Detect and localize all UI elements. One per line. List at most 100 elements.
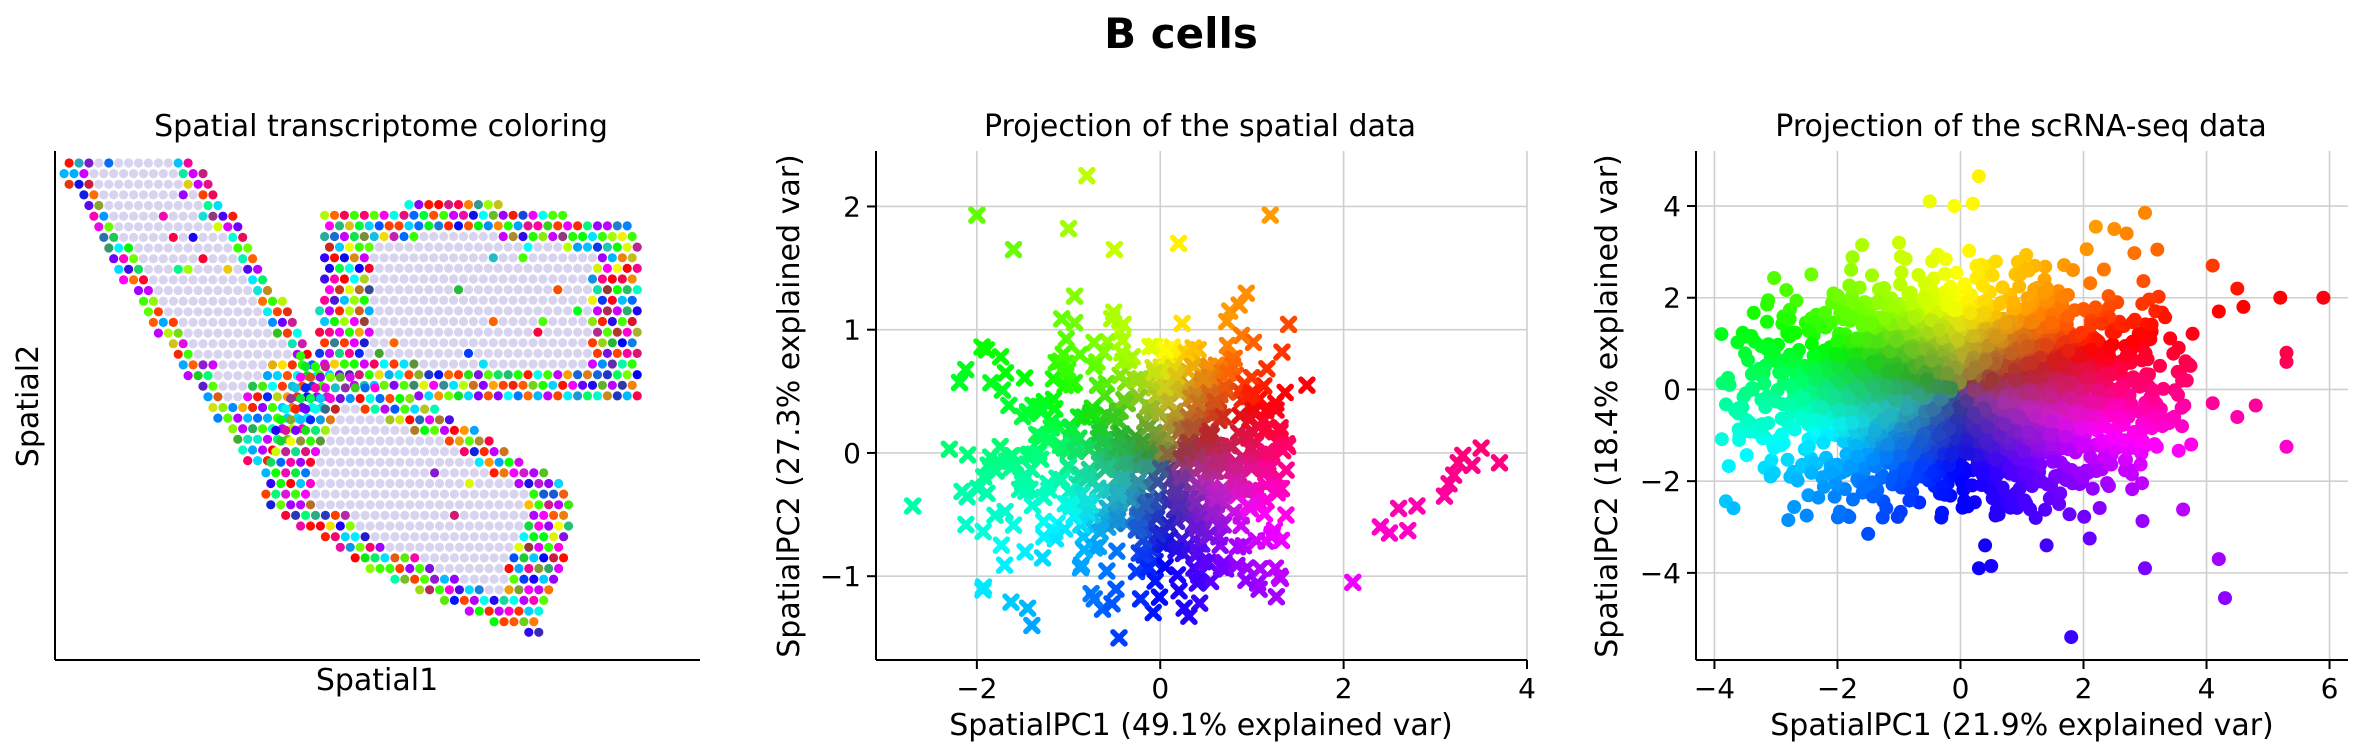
- spot: [478, 359, 488, 369]
- spot: [228, 381, 238, 391]
- spot: [489, 553, 499, 563]
- spot-marker: [1189, 543, 1208, 561]
- spot: [523, 263, 533, 273]
- spot: [558, 210, 568, 220]
- spot: [519, 532, 529, 542]
- spot: [473, 221, 483, 231]
- spot: [153, 222, 163, 232]
- spot: [534, 478, 544, 489]
- spot: [544, 585, 554, 595]
- spot: [439, 574, 450, 584]
- spot: [114, 222, 124, 232]
- spot: [208, 317, 218, 327]
- spot: [498, 359, 508, 369]
- spot: [124, 200, 134, 211]
- spot: [453, 391, 464, 401]
- spot: [508, 274, 518, 284]
- spot-marker: [1257, 462, 1276, 480]
- spot-marker: [968, 206, 986, 224]
- spot: [124, 243, 134, 253]
- spot: [138, 169, 149, 179]
- spot: [198, 339, 208, 349]
- spot-marker: [1232, 516, 1250, 535]
- spot: [578, 253, 588, 263]
- spot: [498, 380, 508, 390]
- spot: [178, 317, 188, 327]
- spot: [449, 532, 459, 542]
- spot-marker: [1059, 458, 1078, 476]
- spot: [320, 383, 330, 393]
- spot: [513, 370, 523, 380]
- spot: [315, 415, 325, 425]
- spot: [168, 232, 178, 242]
- cell-point: [2052, 497, 2067, 512]
- spot: [484, 436, 494, 446]
- spot: [439, 210, 449, 220]
- spot: [238, 317, 248, 327]
- cell-point: [1865, 355, 1880, 370]
- spot: [375, 478, 385, 489]
- spot-marker: [1156, 378, 1174, 397]
- cell-point: [1842, 390, 1857, 405]
- spot: [243, 243, 253, 253]
- spot: [104, 222, 114, 232]
- spot: [340, 510, 350, 520]
- cell-point: [1969, 424, 1984, 438]
- spot: [439, 595, 450, 606]
- spot: [208, 275, 218, 285]
- spot: [543, 348, 553, 358]
- spot-marker: [1071, 345, 1089, 364]
- spot: [498, 295, 508, 305]
- spot: [449, 253, 459, 263]
- cell-point: [1849, 439, 1864, 453]
- spot: [168, 254, 178, 264]
- spot: [463, 327, 474, 337]
- spot: [365, 457, 375, 467]
- spot: [370, 489, 380, 499]
- spot: [223, 349, 233, 359]
- spot: [291, 425, 301, 435]
- spot: [158, 275, 168, 285]
- spot-marker: [1014, 471, 1033, 490]
- spot: [429, 295, 439, 305]
- spot-marker: [1107, 580, 1125, 598]
- spot: [223, 243, 233, 253]
- cell-point: [2061, 442, 2076, 457]
- spot: [340, 468, 350, 478]
- cell-point: [1899, 460, 1914, 475]
- spot: [539, 595, 549, 606]
- cell-point: [1911, 268, 1926, 282]
- spot: [597, 316, 608, 327]
- spot-marker: [1156, 557, 1174, 576]
- spot: [369, 253, 379, 263]
- spot: [454, 457, 464, 467]
- spot-marker: [1000, 396, 1018, 415]
- spot: [379, 295, 389, 305]
- spot: [84, 179, 94, 189]
- spot: [404, 285, 414, 295]
- spot: [287, 317, 297, 327]
- spot: [193, 243, 203, 253]
- spot: [419, 316, 429, 327]
- spot: [119, 211, 129, 221]
- spot: [464, 500, 474, 510]
- spot: [554, 478, 564, 489]
- spot-marker: [1233, 480, 1251, 498]
- spot: [355, 393, 365, 404]
- spot: [129, 275, 139, 285]
- spot-marker: [1054, 345, 1072, 363]
- spot: [389, 359, 399, 369]
- spot: [529, 489, 539, 499]
- spot: [119, 232, 129, 242]
- spot: [544, 500, 554, 510]
- spot: [364, 370, 374, 380]
- spot-marker: [1219, 364, 1237, 382]
- spot-marker: [1238, 559, 1256, 577]
- spot: [324, 327, 335, 337]
- spot: [489, 510, 499, 520]
- spot: [248, 381, 258, 391]
- cell-point: [1898, 251, 1913, 266]
- spot: [494, 542, 504, 552]
- spot: [158, 296, 168, 306]
- spot: [509, 595, 519, 606]
